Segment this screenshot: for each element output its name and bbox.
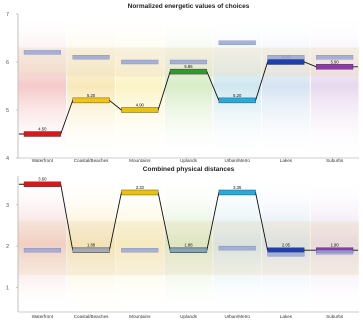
level-bar: [23, 247, 61, 253]
data-label: 4.50: [38, 127, 47, 132]
x-tick-label: Waterfront: [32, 314, 54, 319]
category-band: [213, 176, 262, 312]
y-tick-label: 6: [6, 60, 9, 66]
data-label: 5.20: [233, 93, 242, 98]
level-bar: [72, 97, 110, 104]
category-band: [115, 176, 164, 312]
level-bar: [267, 247, 305, 253]
x-tick-label: Mountains: [129, 158, 151, 163]
level-bar: [23, 181, 61, 187]
level-bar: [169, 247, 208, 253]
category-band: [310, 14, 359, 158]
level-bar: [316, 55, 354, 60]
x-tick-label: Urban/Metro: [224, 314, 250, 319]
x-tick-label: Suburbs: [326, 314, 344, 319]
level-bar: [72, 247, 110, 253]
category-band: [310, 176, 359, 312]
category-band: [262, 176, 310, 312]
level-bar: [218, 245, 256, 251]
x-tick-label: Lakes: [280, 314, 293, 319]
y-tick-label: 5: [6, 108, 9, 114]
category-band: [213, 14, 262, 158]
data-label: 5.20: [87, 93, 96, 98]
y-tick-label: 7: [6, 12, 9, 18]
level-bar: [267, 59, 305, 65]
x-tick-label: Uplands: [180, 314, 198, 319]
data-label: 4.90: [136, 103, 145, 108]
y-tick-label: 1: [6, 285, 9, 291]
level-bar: [267, 252, 305, 257]
level-bar: [267, 55, 305, 60]
level-bar: [72, 55, 110, 60]
x-tick-label: Mountains: [129, 314, 151, 319]
chart-panel-bottom: Combined physical distances 3 2 1 Waterfront…: [6, 166, 359, 319]
level-bar: [169, 68, 208, 75]
data-label: 1.88: [87, 243, 96, 248]
data-label: 1.90: [331, 243, 340, 248]
level-bar: [218, 40, 256, 45]
chart-title: Normalized energetic values of choices: [128, 3, 250, 10]
level-bar: [218, 189, 256, 196]
data-label: 3.60: [38, 177, 47, 182]
level-bar: [169, 59, 208, 65]
level-bar: [23, 131, 61, 137]
x-tick-label: Coastal/Beaches: [74, 314, 109, 319]
category-band: [67, 14, 115, 158]
x-tick-label: Coastal/Beaches: [74, 158, 109, 163]
chart-title: Combined physical distances: [143, 166, 235, 173]
data-label: 1.88: [184, 243, 193, 248]
level-bar: [121, 189, 159, 196]
chart-panel-top: Normalized energetic values of choices 7 6…: [6, 3, 359, 163]
category-band: [262, 14, 310, 158]
y-tick-label: 4: [6, 156, 9, 162]
y-tick-label: 2: [6, 244, 9, 250]
level-bar: [316, 64, 354, 70]
level-bar: [121, 59, 159, 65]
data-label: 5.90: [331, 59, 340, 64]
level-bar: [23, 50, 61, 55]
x-tick-label: Urban/Metro: [224, 158, 250, 163]
category-band: [164, 14, 213, 158]
level-bar: [121, 107, 159, 113]
category-band: [115, 14, 164, 158]
category-band: [18, 176, 67, 312]
category-band: [164, 176, 213, 312]
x-tick-label: Uplands: [180, 158, 198, 163]
data-label: 5.85: [184, 64, 193, 69]
level-bar: [316, 250, 354, 255]
y-tick-label: 3: [6, 203, 9, 209]
level-bar: [218, 97, 256, 104]
x-tick-label: Waterfront: [32, 158, 54, 163]
data-label: 3.33: [136, 185, 145, 190]
level-bar: [121, 247, 159, 253]
data-label: 3.35: [233, 185, 242, 190]
x-tick-label: Suburbs: [326, 158, 344, 163]
x-tick-label: Lakes: [280, 158, 293, 163]
data-label: 2.05: [282, 243, 291, 248]
category-band: [67, 176, 115, 312]
